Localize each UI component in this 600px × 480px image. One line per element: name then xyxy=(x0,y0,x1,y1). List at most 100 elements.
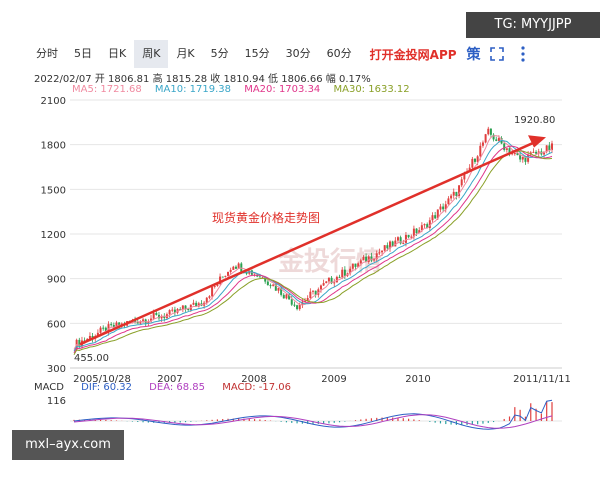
candle-body xyxy=(492,134,495,140)
ma30-legend: MA30: 1633.12 xyxy=(333,84,410,95)
candle-body xyxy=(173,309,176,313)
info-date: 2022/02/07 xyxy=(34,74,92,85)
candle-body xyxy=(234,266,237,269)
candle-body xyxy=(516,153,519,156)
y-tick-label: 600 xyxy=(47,319,66,330)
candle-body xyxy=(473,158,476,162)
candle-body xyxy=(293,304,296,306)
candle-body xyxy=(269,285,272,287)
candle-body xyxy=(351,263,354,269)
ma-line-2 xyxy=(73,145,553,354)
tab-15min[interactable]: 15分 xyxy=(244,47,270,60)
tab-daily-k[interactable]: 日K xyxy=(108,47,127,60)
ma-legend: MA5: 1721.68 MA10: 1719.38 MA20: 1703.34… xyxy=(72,84,420,95)
candle-body xyxy=(513,153,516,155)
fullscreen-icon[interactable] xyxy=(487,44,507,64)
tab-monthly-k[interactable]: 月K xyxy=(176,47,195,60)
more-vert-icon[interactable] xyxy=(513,44,533,64)
dif-legend: DIF: 60.32 xyxy=(81,382,132,393)
candle-body xyxy=(463,173,466,180)
open-label: 开 xyxy=(94,74,105,85)
tab-30min[interactable]: 30分 xyxy=(285,47,311,60)
candle-body xyxy=(362,256,365,261)
open-app-link[interactable]: 打开金投网APP xyxy=(369,47,457,62)
tab-5day[interactable]: 5日 xyxy=(74,47,92,60)
period-tabs: 分时 5日 日K 周K 月K 5分 15分 30分 60分 打开金投网APP 策 xyxy=(28,40,533,68)
candle-body xyxy=(404,234,407,243)
candle-body xyxy=(354,263,357,267)
candle-body xyxy=(115,322,118,328)
candle-body xyxy=(519,155,522,160)
tab-fenshi[interactable]: 分时 xyxy=(36,47,58,60)
candle-body xyxy=(396,237,399,241)
candle-body xyxy=(444,204,447,210)
candle-body xyxy=(535,151,538,154)
candle-body xyxy=(420,225,423,231)
candle-body xyxy=(505,148,508,150)
candle-body xyxy=(229,269,232,272)
candle-body xyxy=(468,167,471,172)
candle-body xyxy=(545,145,548,152)
candle-body xyxy=(325,281,328,284)
candle-body xyxy=(479,145,482,157)
y-tick-label: 1200 xyxy=(41,230,66,241)
candle-body xyxy=(211,286,214,297)
tab-weekly-k[interactable]: 周K xyxy=(134,40,169,68)
candle-body xyxy=(213,285,216,287)
candle-body xyxy=(266,281,269,286)
low-label: 低 xyxy=(268,74,279,85)
candle-body xyxy=(99,327,102,333)
macd-value-legend: MACD: -17.06 xyxy=(222,382,291,393)
candle-body xyxy=(312,290,314,292)
high-value: 1815.28 xyxy=(165,74,208,85)
candle-body xyxy=(78,339,81,347)
candle-body xyxy=(423,224,426,226)
candle-body xyxy=(511,153,514,155)
candle-body xyxy=(181,305,184,310)
candle-body xyxy=(447,198,450,205)
candle-body xyxy=(389,241,392,249)
y-tick-label: 300 xyxy=(47,364,66,375)
candle-body xyxy=(88,335,91,339)
candle-body xyxy=(439,206,442,210)
candle-body xyxy=(298,304,301,310)
candle-body xyxy=(343,269,346,276)
candle-body xyxy=(381,250,384,253)
candle-body xyxy=(495,139,498,141)
high-label: 高 xyxy=(152,74,163,85)
candle-body xyxy=(258,276,261,278)
close-label: 收 xyxy=(210,74,221,85)
candle-body xyxy=(418,230,421,234)
candle-body xyxy=(442,206,445,210)
ma5-legend: MA5: 1721.68 xyxy=(72,84,142,95)
candle-body xyxy=(152,313,155,319)
strategy-button[interactable]: 策 xyxy=(466,47,481,63)
candle-body xyxy=(450,195,453,199)
candle-body xyxy=(208,296,211,298)
candle-body xyxy=(375,253,378,260)
candle-body xyxy=(277,288,280,291)
candle-body xyxy=(192,302,195,305)
candle-body xyxy=(341,269,344,278)
candle-body xyxy=(338,276,341,278)
candle-body xyxy=(357,263,360,267)
candle-body xyxy=(216,283,219,286)
candle-body xyxy=(245,272,248,274)
tab-60min[interactable]: 60分 xyxy=(326,47,352,60)
tab-5min[interactable]: 5分 xyxy=(210,47,229,60)
candle-body xyxy=(365,256,368,262)
candle-body xyxy=(436,209,439,219)
ohlc-info: 2022/02/07 开 1806.81 高 1815.28 收 1810.94… xyxy=(34,70,371,85)
candle-body xyxy=(330,277,333,284)
candle-body xyxy=(487,128,490,135)
candle-body xyxy=(455,191,458,197)
candle-body xyxy=(272,284,275,286)
candle-body xyxy=(402,242,405,244)
candle-body xyxy=(102,327,105,329)
candle-body xyxy=(481,142,484,146)
macd-ytick: 116 xyxy=(47,396,66,407)
x-tick-label: 2008 xyxy=(241,374,266,385)
candle-body xyxy=(521,157,524,160)
candle-body xyxy=(285,294,288,299)
